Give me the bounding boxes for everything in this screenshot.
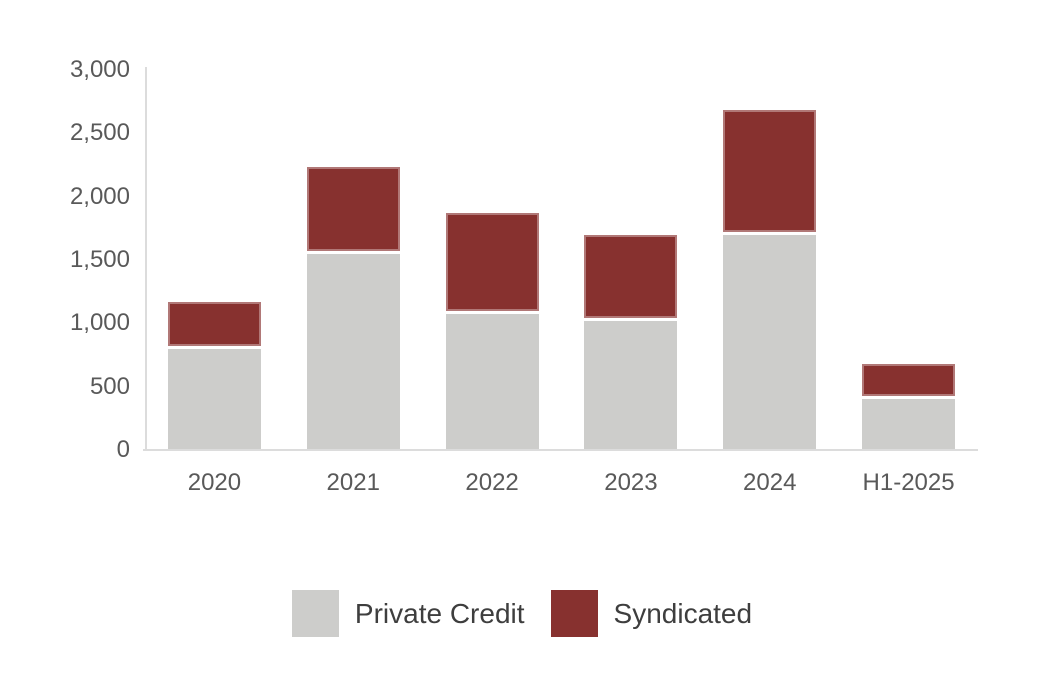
bar-segment-private-credit-H1-2025 — [862, 399, 956, 450]
legend-swatch-private-credit — [291, 590, 339, 637]
legend: Private Credit Syndicated — [0, 590, 1044, 637]
bar-segment-private-credit-2020 — [167, 349, 261, 450]
legend-swatch-syndicated — [550, 590, 598, 637]
legend-label: Syndicated — [613, 597, 753, 629]
y-tick-label-500: 500 — [89, 372, 130, 400]
bar-segment-private-credit-2022 — [445, 314, 539, 450]
y-tick-label-2000: 2,000 — [69, 182, 130, 210]
bar-segment-syndicated-H1-2025 — [862, 364, 956, 399]
bar-segment-syndicated-2022 — [445, 213, 539, 314]
y-axis-line — [145, 67, 147, 450]
x-axis-label-2020: 2020 — [187, 469, 242, 496]
y-tick-label-2500: 2,500 — [69, 119, 130, 147]
x-axis-label-2021: 2021 — [326, 469, 380, 496]
legend-item-private-credit: Private Credit — [291, 590, 525, 637]
bar-segment-private-credit-2021 — [306, 254, 400, 450]
y-tick-label-0: 0 — [116, 436, 130, 463]
bar-segment-syndicated-2020 — [167, 302, 261, 349]
legend-item-syndicated: Syndicated — [550, 590, 753, 637]
bar-segment-syndicated-2024 — [723, 110, 817, 235]
bar-segment-private-credit-2024 — [723, 235, 817, 450]
y-tick-label-1500: 1,500 — [69, 246, 130, 273]
bar-segment-syndicated-2023 — [584, 235, 678, 321]
y-tick-label-3000: 3,000 — [69, 56, 130, 83]
bar-segment-syndicated-2021 — [306, 167, 400, 254]
legend-label: Private Credit — [354, 597, 525, 629]
x-axis-label-2023: 2023 — [604, 469, 658, 496]
bar-segment-private-credit-2023 — [584, 321, 678, 450]
x-axis-label-2024: 2024 — [743, 469, 797, 496]
y-tick-label-1000: 1,000 — [69, 309, 130, 337]
x-axis-label-H1-2025: H1-2025 — [862, 469, 955, 496]
x-axis-label-2022: 2022 — [465, 469, 519, 496]
x-axis-baseline — [143, 449, 978, 451]
